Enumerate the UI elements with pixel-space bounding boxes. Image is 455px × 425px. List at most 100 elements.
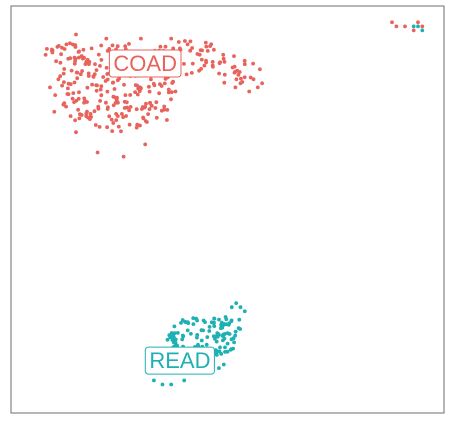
point-coad: [121, 154, 126, 159]
point-coad: [53, 93, 58, 97]
point-coad: [205, 49, 210, 53]
point-coad: [99, 43, 104, 48]
point-read: [233, 333, 238, 338]
point-coad: [237, 70, 242, 74]
point-read: [237, 317, 242, 322]
point-coad: [62, 67, 67, 71]
point-coad: [242, 58, 247, 63]
point-coad: [233, 85, 238, 90]
point-coad: [133, 90, 138, 94]
point-coad: [56, 77, 61, 82]
point-read: [223, 345, 227, 350]
point-coad: [260, 81, 264, 86]
points-layer: [43, 20, 425, 387]
point-coad: [236, 73, 241, 77]
point-coad: [189, 71, 194, 75]
point-coad: [105, 49, 110, 53]
point-coad: [119, 129, 123, 134]
point-coad: [104, 36, 109, 41]
point-coad: [416, 20, 420, 25]
point-coad: [121, 115, 125, 119]
point-read: [220, 322, 224, 326]
point-coad: [111, 121, 116, 125]
point-coad: [222, 72, 227, 77]
point-coad: [149, 77, 153, 82]
point-read: [195, 335, 199, 340]
point-read: [420, 28, 425, 33]
point-coad: [171, 46, 176, 51]
point-coad: [97, 125, 102, 129]
point-coad: [114, 98, 119, 102]
cluster-label-text-read: READ: [149, 348, 210, 373]
point-coad: [128, 105, 133, 109]
point-coad: [394, 24, 399, 29]
point-coad: [151, 81, 156, 86]
point-coad: [183, 39, 187, 43]
point-coad: [153, 106, 158, 110]
point-coad: [70, 96, 75, 101]
point-coad: [209, 42, 214, 47]
point-coad: [85, 57, 90, 62]
point-coad: [166, 90, 171, 95]
point-coad: [95, 83, 99, 88]
point-coad: [80, 69, 84, 73]
point-coad: [158, 44, 163, 49]
point-coad: [135, 83, 140, 88]
point-coad: [73, 56, 78, 61]
point-coad: [88, 117, 92, 121]
point-coad: [110, 129, 115, 134]
point-coad: [72, 100, 76, 104]
point-coad: [238, 81, 243, 86]
point-coad: [105, 107, 110, 111]
cluster-label-text-coad: COAD: [113, 51, 177, 76]
point-coad: [162, 107, 167, 112]
point-coad: [99, 58, 104, 62]
point-coad: [143, 119, 148, 123]
point-read: [173, 337, 178, 342]
point-coad: [66, 86, 70, 91]
point-coad: [170, 81, 175, 85]
point-coad: [74, 130, 78, 135]
point-read: [199, 328, 204, 333]
point-read: [165, 337, 170, 342]
point-coad: [105, 125, 109, 130]
point-read: [207, 329, 212, 333]
point-coad: [204, 58, 208, 63]
point-coad: [248, 75, 253, 80]
point-read: [216, 332, 221, 337]
point-coad: [123, 44, 128, 48]
point-coad: [135, 92, 140, 97]
point-coad: [99, 93, 104, 98]
point-coad: [157, 91, 162, 96]
point-read: [169, 382, 174, 387]
point-coad: [98, 64, 102, 68]
point-coad: [147, 107, 152, 111]
point-coad: [251, 77, 256, 82]
point-read: [224, 317, 229, 322]
point-read: [229, 337, 234, 342]
point-coad: [232, 54, 236, 58]
point-read: [207, 325, 212, 329]
point-coad: [88, 112, 93, 116]
point-coad: [403, 24, 407, 29]
point-read: [152, 378, 156, 383]
point-coad: [66, 56, 71, 61]
point-coad: [147, 84, 151, 89]
cluster-label-coad: COAD: [108, 49, 182, 78]
point-coad: [221, 52, 226, 57]
point-coad: [79, 54, 84, 58]
point-coad: [188, 39, 193, 44]
point-coad: [48, 85, 52, 90]
point-coad: [68, 114, 73, 118]
point-read: [205, 335, 210, 339]
point-coad: [99, 84, 104, 89]
point-coad: [141, 116, 146, 121]
point-coad: [232, 64, 237, 69]
point-coad: [82, 100, 86, 105]
point-coad: [134, 125, 139, 130]
point-coad: [222, 80, 227, 85]
point-read: [172, 324, 177, 329]
point-coad: [251, 61, 256, 66]
cluster-label-box-coad: [108, 49, 182, 78]
point-coad: [139, 86, 143, 91]
